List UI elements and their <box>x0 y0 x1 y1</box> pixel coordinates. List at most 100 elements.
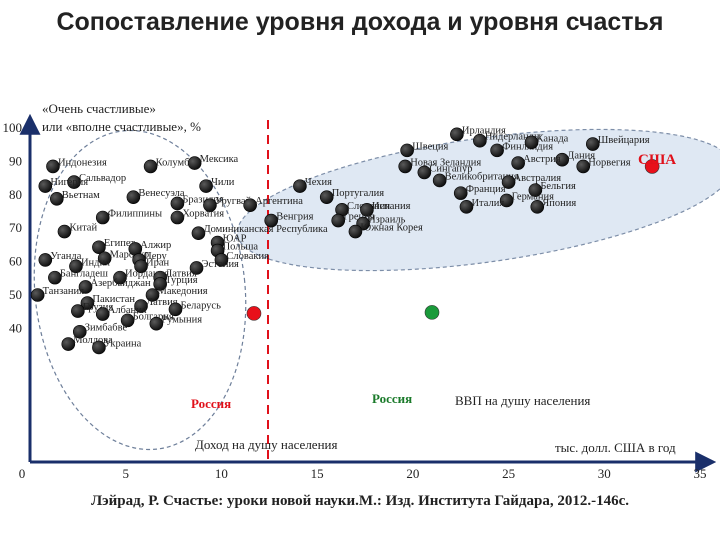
point-label: Норвегия <box>588 157 631 168</box>
x-tick-label: 0 <box>19 466 26 481</box>
point-label: Марокко <box>110 249 149 260</box>
data-point <box>189 261 204 275</box>
y-tick-label: 80 <box>9 187 22 202</box>
x-axis-label: Доход на душу населения <box>195 437 337 452</box>
point-label: Южная Корея <box>360 223 423 234</box>
point-label: Иордания <box>125 269 169 280</box>
point-label: Молдова <box>73 335 113 346</box>
point-label: Нигерия <box>50 177 88 188</box>
point-label: Румыния <box>161 315 202 326</box>
data-point <box>400 143 414 158</box>
y-ticks: 40 50 60 70 80 90 100 <box>3 120 23 335</box>
point-label: Бангладеш <box>60 269 108 280</box>
cluster-high-income <box>236 128 720 272</box>
data-point <box>95 210 110 225</box>
x-tick-label: 25 <box>502 466 515 481</box>
point-label: Латвия <box>165 269 197 280</box>
data-point <box>293 179 307 193</box>
point-label: Испания <box>372 201 411 212</box>
legend-russia-income: Россия <box>191 396 231 411</box>
data-point <box>30 288 45 302</box>
point-label: Чехия <box>305 177 332 188</box>
data-point <box>38 179 53 193</box>
data-point <box>473 133 487 148</box>
data-point <box>170 196 185 211</box>
point-label: Бразилия <box>182 194 224 205</box>
point-label: Австралия <box>514 173 562 184</box>
point-label: ЮАР <box>223 234 247 245</box>
data-point <box>149 316 164 331</box>
point-label: Болгария <box>133 311 174 322</box>
data-point <box>490 143 504 158</box>
x-ticks: 0 5 10 15 20 25 30 35 <box>19 466 707 481</box>
point-label: Новая Зеландия <box>410 157 481 168</box>
data-point <box>348 224 363 239</box>
data-point <box>153 277 167 291</box>
point-label: Венесуэла <box>138 188 185 199</box>
data-point <box>199 179 213 193</box>
point-label: Израиль <box>368 215 405 226</box>
data-point <box>48 270 62 285</box>
data-point <box>46 159 60 174</box>
point-label: Беларусь <box>180 300 221 311</box>
point-label: Уганда <box>50 251 81 262</box>
point-label: Перу <box>144 251 167 262</box>
data-point <box>398 159 413 174</box>
data-point <box>511 156 525 170</box>
highlight-point-usa <box>644 159 660 174</box>
point-label: Латвия <box>146 297 178 308</box>
y-tick-label: 70 <box>9 220 22 235</box>
y-tick-label: 40 <box>9 320 22 335</box>
data-point <box>432 173 447 188</box>
legend-russia-gdp: Россия <box>372 391 412 406</box>
data-point <box>360 203 374 217</box>
data-point <box>191 226 206 241</box>
point-label: Македония <box>158 286 208 297</box>
data-point <box>530 200 545 214</box>
highlight-layer <box>246 159 660 321</box>
point-label: Франция <box>466 184 506 195</box>
point-label: Украина <box>104 338 142 349</box>
data-point <box>319 190 334 204</box>
data-point <box>264 213 279 228</box>
data-point <box>145 288 160 302</box>
point-label: Чили <box>211 177 235 188</box>
data-point <box>143 159 158 174</box>
point-label: Пакистан <box>92 294 135 305</box>
point-label: Ирландия <box>462 125 506 136</box>
point-label: Азербайджан <box>91 278 152 289</box>
point-label: Китай <box>69 223 97 234</box>
point-label: Италия <box>471 198 504 209</box>
point-label: Сингапур <box>429 163 472 174</box>
point-label: Доминиканская Республика <box>203 224 328 235</box>
highlight-point-russia_income <box>246 306 262 321</box>
data-point <box>453 186 468 200</box>
point-label: Колумбия <box>156 157 201 168</box>
point-label: Нидерланды <box>485 132 541 143</box>
data-point <box>187 156 202 170</box>
data-point <box>67 175 81 189</box>
point-label: Сальвадор <box>79 173 126 184</box>
data-point <box>585 137 600 151</box>
point-label: Хорватия <box>182 209 224 220</box>
data-point <box>203 198 217 212</box>
point-label: Швеция <box>412 141 448 152</box>
point-label: Германия <box>512 191 554 202</box>
y-tick-label: 100 <box>3 120 23 135</box>
data-point <box>214 253 229 267</box>
point-label: Грузия <box>83 302 114 313</box>
y-axis-label-line1: «Очень счастливые» <box>42 101 156 116</box>
data-point <box>459 200 474 214</box>
data-point <box>331 213 346 228</box>
point-label: Великобритания <box>445 171 519 182</box>
point-label: Филиппины <box>108 209 162 220</box>
point-label: Индия <box>81 257 110 268</box>
point-label: Венгрия <box>276 212 313 223</box>
point-label: Польша <box>223 242 259 253</box>
point-label: Албания <box>108 305 147 316</box>
data-point <box>69 259 83 274</box>
y-tick-label: 60 <box>9 254 22 269</box>
point-label: Индонезия <box>58 157 107 168</box>
point-label: Мексика <box>200 154 239 165</box>
data-point <box>134 259 148 274</box>
